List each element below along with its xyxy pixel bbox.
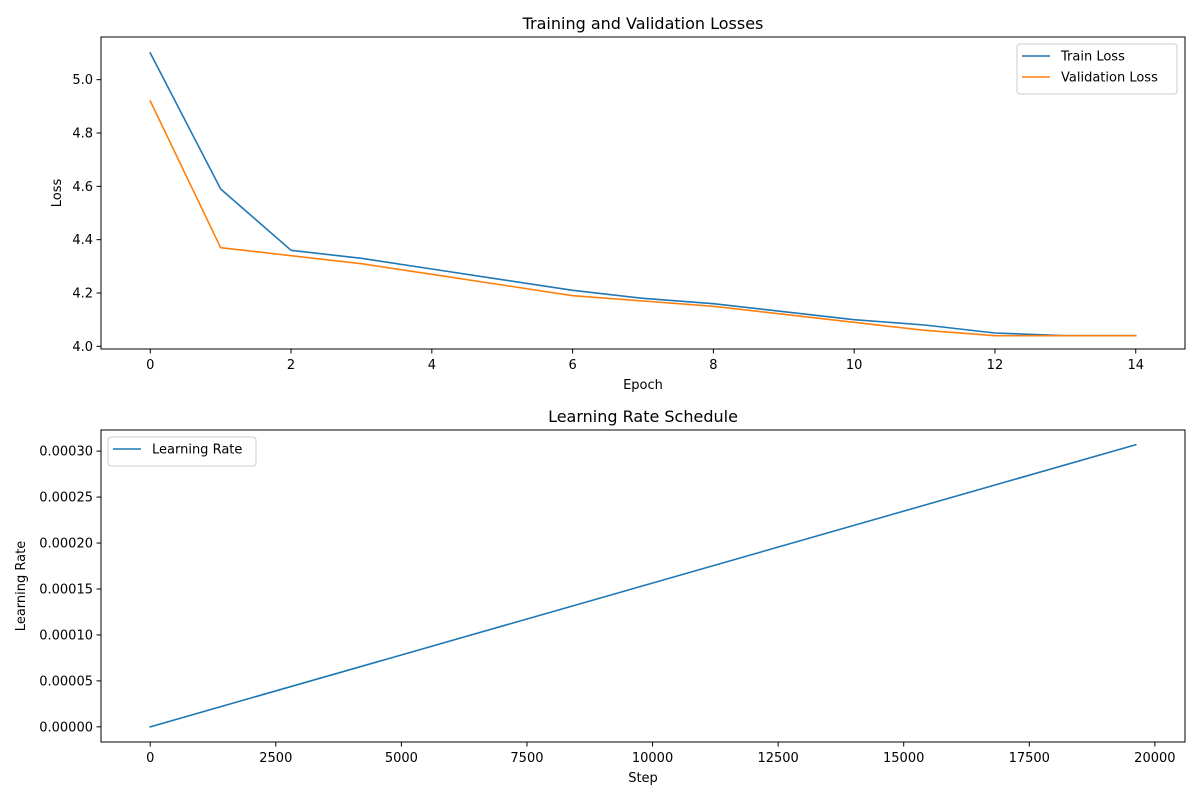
x-axis-label: Step — [628, 771, 658, 786]
y-tick-label: 0.00005 — [39, 674, 93, 689]
chart-title: Learning Rate Schedule — [548, 407, 738, 426]
x-axis-label: Epoch — [623, 378, 663, 393]
y-tick-label: 4.0 — [72, 340, 93, 355]
y-tick-label: 0.00015 — [39, 582, 93, 597]
x-tick-label: 12 — [987, 358, 1004, 373]
y-axis-label: Loss — [50, 179, 65, 208]
chart-title: Training and Validation Losses — [522, 14, 764, 33]
y-tick-label: 5.0 — [72, 73, 93, 88]
legend-entry: Learning Rate — [152, 443, 242, 458]
y-tick-label: 4.4 — [72, 233, 93, 248]
x-tick-label: 8 — [709, 358, 717, 373]
legend-entry: Validation Loss — [1061, 71, 1158, 86]
x-tick-label: 10 — [846, 358, 863, 373]
x-tick-label: 10000 — [632, 751, 673, 766]
axes-frame — [100, 429, 1186, 743]
x-tick-label: 7500 — [510, 751, 543, 766]
x-tick-label: 2 — [287, 358, 295, 373]
y-tick-label: 0.00030 — [39, 445, 93, 460]
loss-chart: 0 2 4 6 8 10 12 14 4.0 4.2 4.4 4.6 4.8 5.0 Training an… — [50, 14, 1186, 393]
y-tick-label: 4.6 — [72, 180, 93, 195]
x-tick-label: 20000 — [1134, 751, 1175, 766]
x-tick-label: 2500 — [259, 751, 292, 766]
x-tick-label: 17500 — [1009, 751, 1050, 766]
learning-rate-chart: 0 2500 5000 7500 10000 12500 15000 17500 20000 0.… — [14, 407, 1186, 786]
series-line-train-loss — [149, 51, 1137, 337]
series-line-learning-rate — [149, 443, 1137, 728]
y-tick-label: 0.00020 — [39, 537, 93, 552]
x-tick-label: 15000 — [883, 751, 924, 766]
series-line-validation-loss — [149, 99, 1137, 337]
x-tick-label: 6 — [568, 358, 576, 373]
legend-box — [107, 436, 257, 467]
x-tick-label: 5000 — [385, 751, 418, 766]
x-tick-label: 4 — [428, 358, 436, 373]
legend-box — [1016, 43, 1178, 95]
y-tick-label: 4.2 — [72, 287, 93, 302]
y-tick-label: 0.00000 — [39, 720, 93, 735]
x-tick-label: 14 — [1127, 358, 1144, 373]
y-axis-label: Learning Rate — [14, 541, 29, 631]
x-tick-label: 0 — [146, 358, 154, 373]
legend-entry: Train Loss — [1060, 50, 1125, 65]
axes-frame — [100, 36, 1186, 350]
y-tick-label: 0.00025 — [39, 491, 93, 506]
x-tick-label: 12500 — [757, 751, 798, 766]
y-tick-label: 4.8 — [72, 127, 93, 142]
x-tick-label: 0 — [146, 751, 154, 766]
y-tick-label: 0.00010 — [39, 628, 93, 643]
